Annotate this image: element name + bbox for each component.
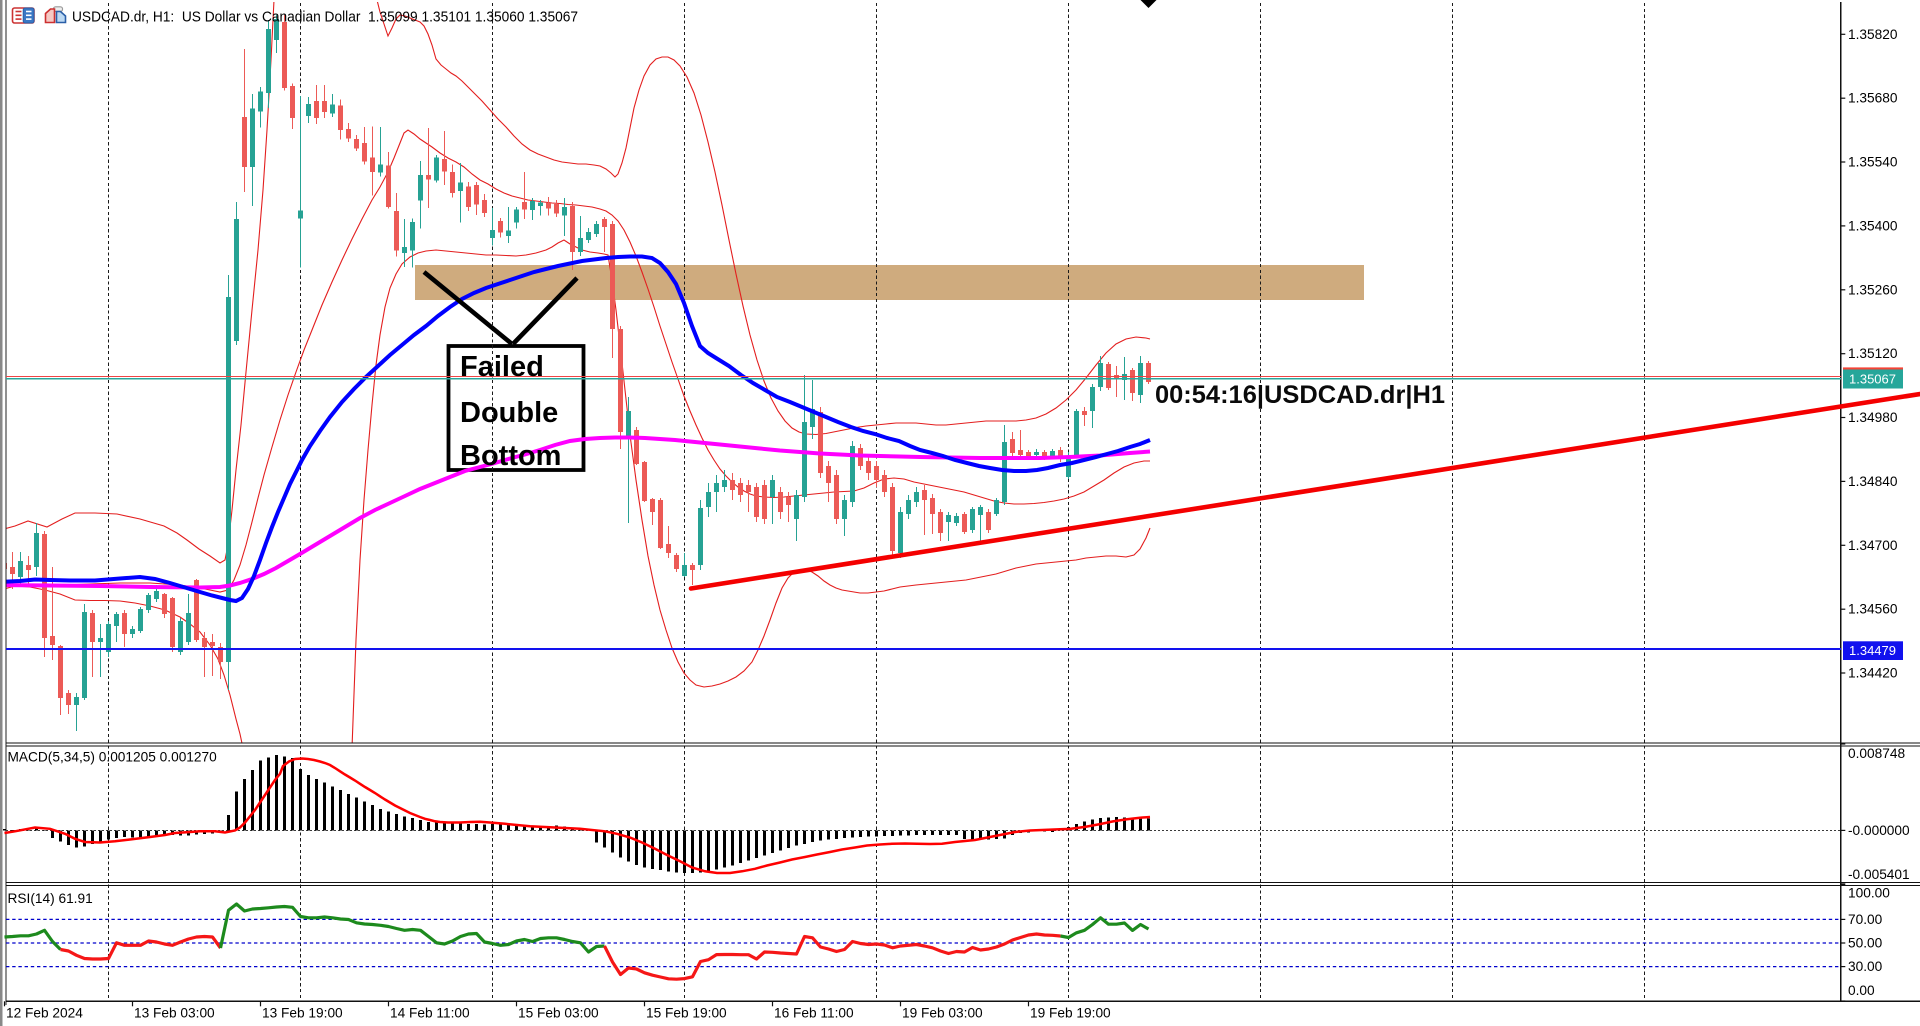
svg-text:1.35400: 1.35400 bbox=[1848, 218, 1898, 233]
svg-text:1.35260: 1.35260 bbox=[1848, 282, 1898, 297]
svg-text:30.00: 30.00 bbox=[1848, 959, 1883, 974]
svg-text:1.34840: 1.34840 bbox=[1848, 474, 1898, 489]
svg-text:MACD(5,34,5) 0.001205 0.001270: MACD(5,34,5) 0.001205 0.001270 bbox=[8, 750, 218, 765]
svg-text:00:54:16|USDCAD.dr|H1: 00:54:16|USDCAD.dr|H1 bbox=[1155, 381, 1445, 409]
svg-text:15 Feb 19:00: 15 Feb 19:00 bbox=[646, 1006, 727, 1021]
svg-text:100.00: 100.00 bbox=[1848, 886, 1890, 901]
svg-text:RSI(14) 61.91: RSI(14) 61.91 bbox=[8, 891, 93, 906]
svg-text:USDCAD.dr, H1: US Dollar vs C: USDCAD.dr, H1: US Dollar vs Canadian Dol… bbox=[72, 10, 578, 26]
svg-text:13 Feb 03:00: 13 Feb 03:00 bbox=[134, 1006, 215, 1021]
svg-text:-0.000000: -0.000000 bbox=[1848, 823, 1910, 838]
svg-text:1.35820: 1.35820 bbox=[1848, 27, 1898, 42]
svg-text:13 Feb 19:00: 13 Feb 19:00 bbox=[262, 1006, 343, 1021]
svg-text:1.35680: 1.35680 bbox=[1848, 91, 1898, 106]
svg-text:1.34420: 1.34420 bbox=[1848, 666, 1898, 681]
svg-text:1.35120: 1.35120 bbox=[1848, 346, 1898, 361]
svg-text:70.00: 70.00 bbox=[1848, 912, 1883, 927]
svg-text:12 Feb 2024: 12 Feb 2024 bbox=[6, 1006, 83, 1021]
svg-text:1.34479: 1.34479 bbox=[1849, 643, 1896, 658]
svg-text:19 Feb 03:00: 19 Feb 03:00 bbox=[902, 1006, 983, 1021]
svg-text:16 Feb 11:00: 16 Feb 11:00 bbox=[774, 1006, 854, 1021]
svg-text:14 Feb 11:00: 14 Feb 11:00 bbox=[390, 1006, 470, 1021]
svg-text:19 Feb 19:00: 19 Feb 19:00 bbox=[1030, 1006, 1111, 1021]
svg-text:Failed: Failed bbox=[460, 351, 544, 383]
svg-text:Double: Double bbox=[460, 397, 558, 429]
svg-text:1.34700: 1.34700 bbox=[1848, 538, 1898, 553]
svg-text:1.35067: 1.35067 bbox=[1849, 372, 1896, 387]
svg-text:1.35540: 1.35540 bbox=[1848, 155, 1898, 170]
svg-text:1.34560: 1.34560 bbox=[1848, 602, 1898, 617]
svg-text:1.34980: 1.34980 bbox=[1848, 410, 1898, 425]
svg-text:15 Feb 03:00: 15 Feb 03:00 bbox=[518, 1006, 599, 1021]
svg-text:50.00: 50.00 bbox=[1848, 936, 1883, 951]
svg-text:-0.005401: -0.005401 bbox=[1848, 867, 1910, 882]
svg-text:Bottom: Bottom bbox=[460, 440, 561, 472]
svg-text:0.00: 0.00 bbox=[1848, 983, 1875, 998]
svg-text:0.008748: 0.008748 bbox=[1848, 746, 1905, 761]
